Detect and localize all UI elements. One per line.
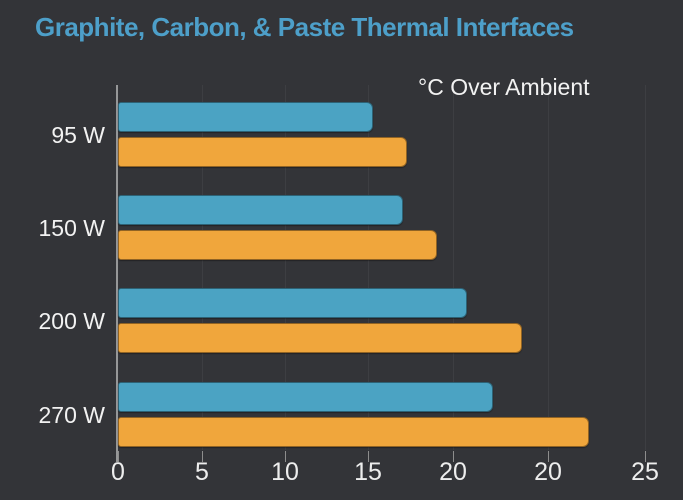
gridline — [645, 85, 646, 450]
bar-blue — [118, 288, 467, 318]
x-tick-mark — [368, 451, 369, 462]
gridline — [453, 85, 454, 450]
chart-title: Graphite, Carbon, & Paste Thermal Interf… — [35, 12, 574, 42]
x-tick-mark — [118, 451, 119, 462]
gridline — [548, 85, 549, 450]
x-tick-mark — [548, 451, 549, 462]
plot-area — [118, 85, 660, 450]
chart-annotation: °C Over Ambient — [418, 74, 590, 100]
x-tick-label: 5 — [195, 458, 209, 486]
bar-orange — [118, 417, 589, 447]
x-tick-label: 15 — [354, 458, 382, 486]
gridline — [202, 85, 203, 450]
x-tick-label: 0 — [111, 458, 125, 486]
bar-blue — [118, 382, 493, 412]
x-tick-label: 10 — [271, 458, 299, 486]
y-axis-line — [116, 85, 118, 462]
bar-blue — [118, 102, 373, 132]
category-label: 200 W — [38, 307, 105, 334]
x-tick-mark — [202, 451, 203, 462]
gridline — [285, 85, 286, 450]
bar-orange — [118, 323, 522, 353]
category-label: 270 W — [38, 401, 105, 428]
gridline — [368, 85, 369, 450]
x-tick-mark — [285, 451, 286, 462]
x-tick-label: 20 — [534, 458, 562, 486]
x-tick-label: 25 — [631, 458, 659, 486]
bar-orange — [118, 137, 407, 167]
category-label: 150 W — [38, 214, 105, 241]
x-tick-label: 20 — [439, 458, 467, 486]
x-tick-mark — [645, 451, 646, 462]
bar-blue — [118, 195, 403, 225]
bar-orange — [118, 230, 437, 260]
x-tick-mark — [453, 451, 454, 462]
category-label: 95 W — [51, 121, 105, 148]
